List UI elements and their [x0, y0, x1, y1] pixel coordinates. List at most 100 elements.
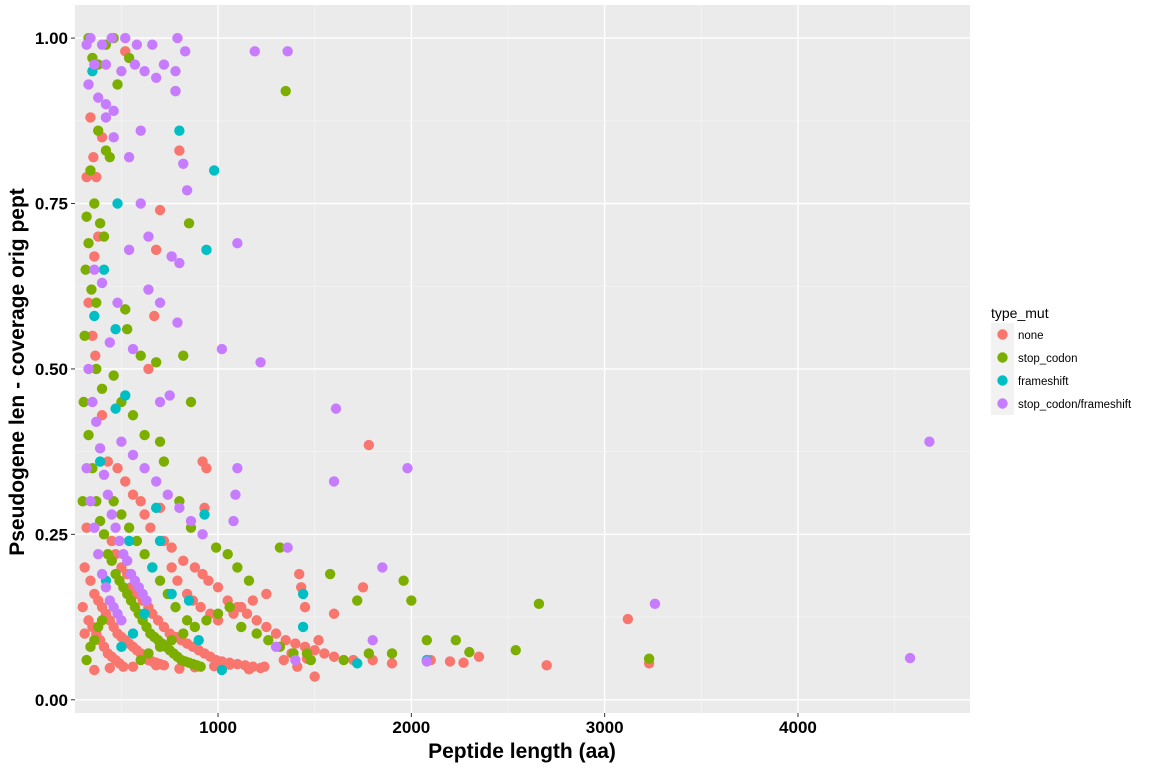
y-axis-title: Pseudogene len - coverage orig pept [6, 188, 29, 556]
point-none [178, 555, 189, 567]
point-stop-codon-frameshift [377, 562, 388, 573]
point-frameshift [112, 198, 123, 209]
point-stop-codon [338, 654, 349, 666]
point-stop-codon [533, 598, 545, 610]
point-none [127, 489, 139, 500]
point-none [299, 601, 311, 613]
point-none [195, 601, 206, 613]
point-stop-codon-frameshift [96, 39, 108, 50]
point-stop-codon-frameshift [270, 641, 282, 653]
y-tick-label: 1.00 [35, 29, 68, 48]
point-stop-codon [86, 284, 97, 295]
point-none [85, 112, 96, 123]
point-none [150, 244, 162, 256]
point-stop-codon [158, 456, 170, 467]
point-stop-codon [398, 575, 409, 586]
point-stop-codon-frameshift [147, 39, 158, 50]
point-stop-codon-frameshift [216, 343, 228, 355]
point-stop-codon-frameshift [649, 598, 661, 610]
point-stop-codon [210, 542, 222, 553]
point-stop-codon [450, 635, 462, 646]
panel-background [75, 5, 970, 713]
point-stop-codon [79, 330, 90, 342]
point-stop-codon-frameshift [162, 489, 173, 500]
legend-title: type_mut [991, 305, 1049, 321]
point-stop-codon [222, 548, 233, 560]
point-stop-codon [183, 218, 195, 229]
point-none [189, 562, 201, 573]
point-frameshift [174, 125, 185, 136]
point-stop-codon-frameshift [135, 125, 146, 136]
point-none [139, 509, 150, 520]
point-stop-codon [104, 151, 115, 163]
point-stop-codon [280, 85, 291, 97]
legend-label-none: none [1018, 330, 1044, 342]
y-tick-label: 0.75 [35, 195, 68, 214]
point-frameshift [193, 635, 204, 646]
point-none [150, 660, 162, 671]
minor-gridlines [75, 5, 970, 713]
point-stop-codon-frameshift [178, 158, 189, 170]
point-stop-codon-frameshift [228, 515, 239, 527]
point-none [444, 656, 456, 667]
point-none [87, 330, 98, 342]
point-none [145, 522, 156, 533]
point-none [85, 575, 96, 586]
point-stop-codon-frameshift [104, 337, 115, 348]
point-none [458, 657, 469, 668]
point-none [290, 638, 301, 649]
point-stop-codon-frameshift [166, 251, 177, 262]
point-none [89, 664, 100, 676]
point-stop-codon-frameshift [96, 568, 108, 580]
point-stop-codon-frameshift [106, 32, 117, 44]
point-stop-codon-frameshift [139, 65, 150, 77]
point-stop-codon-frameshift [92, 548, 104, 560]
point-none [357, 582, 369, 593]
point-frameshift [123, 535, 135, 547]
point-stop-codon-frameshift [92, 92, 104, 103]
legend: type_mut none stop_codon frameshift stop_co… [991, 305, 1132, 415]
point-none [270, 628, 282, 639]
point-none [212, 582, 224, 593]
point-stop-codon-frameshift [112, 297, 123, 308]
point-stop-codon [83, 238, 94, 249]
point-none [309, 671, 320, 682]
point-stop-codon-frameshift [154, 297, 166, 308]
point-stop-codon-frameshift [85, 32, 96, 44]
point-stop-codon-frameshift [141, 595, 152, 606]
point-stop-codon-frameshift [81, 462, 92, 474]
point-stop-codon-frameshift [328, 476, 340, 487]
point-stop-codon [89, 635, 100, 646]
point-stop-codon [123, 522, 135, 533]
point-stop-codon-frameshift [123, 151, 135, 163]
point-stop-codon [106, 555, 117, 567]
point-none [208, 660, 220, 672]
legend-swatch-stop-codon [997, 352, 1008, 363]
point-stop-codon-frameshift [174, 502, 185, 514]
point-stop-codon-frameshift [230, 489, 241, 500]
point-none [247, 595, 259, 606]
point-none [319, 648, 330, 659]
point-stop-codon [83, 429, 94, 441]
point-frameshift [116, 641, 127, 653]
point-stop-codon [78, 396, 89, 408]
point-stop-codon [150, 357, 162, 368]
point-stop-codon [181, 615, 193, 626]
point-stop-codon-frameshift [83, 79, 94, 90]
point-stop-codon [81, 211, 92, 222]
point-stop-codon [274, 542, 286, 553]
point-none [88, 151, 99, 163]
point-frameshift [110, 403, 121, 414]
point-none [172, 575, 183, 586]
point-stop-codon [77, 496, 88, 507]
x-axis: 1000 2000 3000 4000 [199, 713, 817, 737]
point-none [294, 568, 305, 580]
point-none [90, 350, 101, 361]
point-none [622, 613, 634, 625]
legend-swatch-frameshift [997, 375, 1008, 386]
point-stop-codon [421, 635, 433, 646]
point-stop-codon [464, 646, 475, 658]
legend-swatch-stop-codon-frameshift [997, 398, 1008, 409]
point-frameshift [199, 509, 210, 520]
point-stop-codon [363, 648, 375, 659]
